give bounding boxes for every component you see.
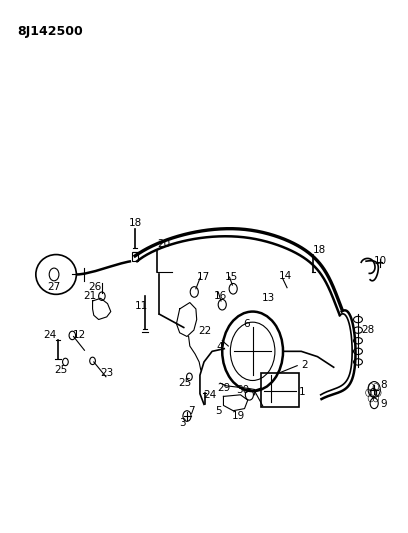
- Text: 8J142500: 8J142500: [18, 25, 83, 38]
- Text: 11: 11: [135, 301, 148, 311]
- Text: 25: 25: [179, 378, 192, 388]
- Text: 30: 30: [236, 384, 249, 394]
- Text: 22: 22: [198, 326, 211, 336]
- Text: 26: 26: [88, 281, 101, 292]
- Text: 16: 16: [213, 290, 227, 301]
- Text: 1: 1: [299, 387, 305, 397]
- Text: 3: 3: [179, 418, 185, 428]
- Text: 28: 28: [361, 325, 375, 335]
- Text: 18: 18: [313, 245, 326, 255]
- Text: 17: 17: [197, 272, 210, 282]
- Text: 14: 14: [278, 271, 292, 281]
- Text: 7: 7: [188, 406, 194, 416]
- Text: 5: 5: [215, 406, 222, 416]
- Text: 25: 25: [55, 365, 68, 375]
- Text: 27: 27: [47, 281, 61, 292]
- Text: 12: 12: [73, 330, 86, 341]
- Text: 24: 24: [204, 390, 217, 400]
- Text: 19: 19: [232, 411, 245, 421]
- Text: 21: 21: [83, 290, 96, 301]
- Text: 6: 6: [243, 319, 250, 329]
- Text: 8: 8: [380, 380, 387, 390]
- Text: 2: 2: [301, 360, 308, 369]
- Text: 10: 10: [374, 256, 387, 266]
- Text: 23: 23: [100, 368, 113, 377]
- Text: 18: 18: [129, 218, 142, 228]
- Text: 20: 20: [157, 239, 170, 249]
- Text: 4: 4: [217, 342, 224, 352]
- Text: 24: 24: [43, 330, 57, 341]
- Text: 15: 15: [225, 272, 238, 282]
- Text: 29: 29: [217, 383, 230, 393]
- Text: 9: 9: [380, 399, 387, 409]
- Text: 13: 13: [262, 293, 275, 303]
